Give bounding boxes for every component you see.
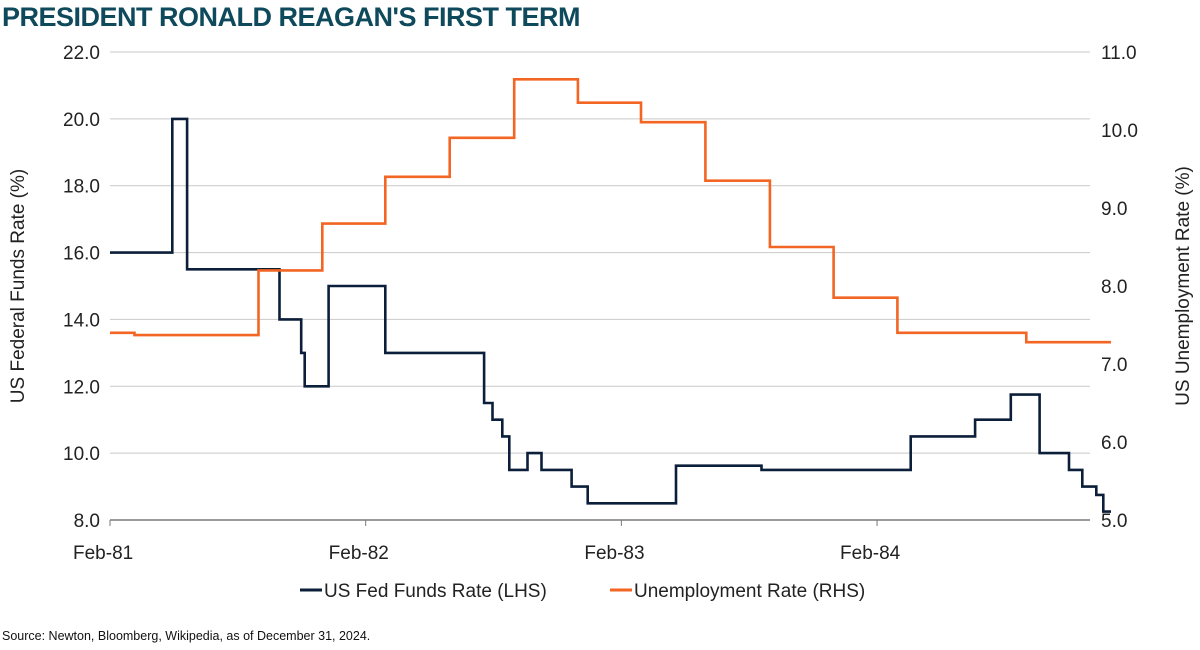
fed-funds-rate-line [110, 117, 1111, 513]
right-tick-label: 9.0 [1101, 199, 1127, 220]
x-tick-label: Feb-81 [73, 543, 133, 564]
legend: US Fed Funds Rate (LHS) Unemployment Rate… [300, 581, 865, 602]
left-axis-ticks: 8.0 10.0 12.0 14.0 16.0 18.0 20.0 22.0 [63, 43, 100, 532]
left-tick-label: 12.0 [63, 377, 100, 398]
right-tick-label: 5.0 [1101, 511, 1127, 532]
left-axis-title: US Federal Funds Rate (%) [8, 169, 29, 403]
chart-title: PRESIDENT RONALD REAGAN'S FIRST TERM [2, 2, 580, 32]
left-tick-label: 16.0 [63, 244, 100, 265]
right-axis-ticks: 5.0 6.0 7.0 8.0 9.0 10.0 11.0 [1101, 43, 1138, 532]
right-axis-title: US Unemployment Rate (%) [1173, 166, 1194, 406]
unemployment-rate-line [110, 78, 1111, 344]
right-tick-label: 8.0 [1101, 277, 1127, 298]
series-lines [110, 78, 1111, 513]
left-tick-label: 22.0 [63, 43, 100, 64]
left-tick-label: 20.0 [63, 110, 100, 131]
x-tick-label: Feb-83 [584, 543, 644, 564]
left-tick-label: 8.0 [74, 511, 100, 532]
right-tick-label: 7.0 [1101, 355, 1127, 376]
left-tick-label: 10.0 [63, 444, 100, 465]
x-tick-label: Feb-82 [329, 543, 389, 564]
source-note: Source: Newton, Bloomberg, Wikipedia, as… [2, 629, 371, 643]
left-tick-label: 18.0 [63, 177, 100, 198]
x-axis-ticks: Feb-81 Feb-82 Feb-83 Feb-84 [73, 520, 901, 564]
gridlines [110, 51, 1090, 521]
legend-label: US Fed Funds Rate (LHS) [324, 581, 547, 602]
right-tick-label: 11.0 [1101, 43, 1137, 64]
legend-label: Unemployment Rate (RHS) [634, 581, 865, 602]
right-tick-label: 6.0 [1101, 433, 1127, 454]
left-tick-label: 14.0 [63, 310, 100, 331]
x-tick-label: Feb-84 [840, 543, 901, 564]
right-tick-label: 10.0 [1101, 121, 1138, 142]
